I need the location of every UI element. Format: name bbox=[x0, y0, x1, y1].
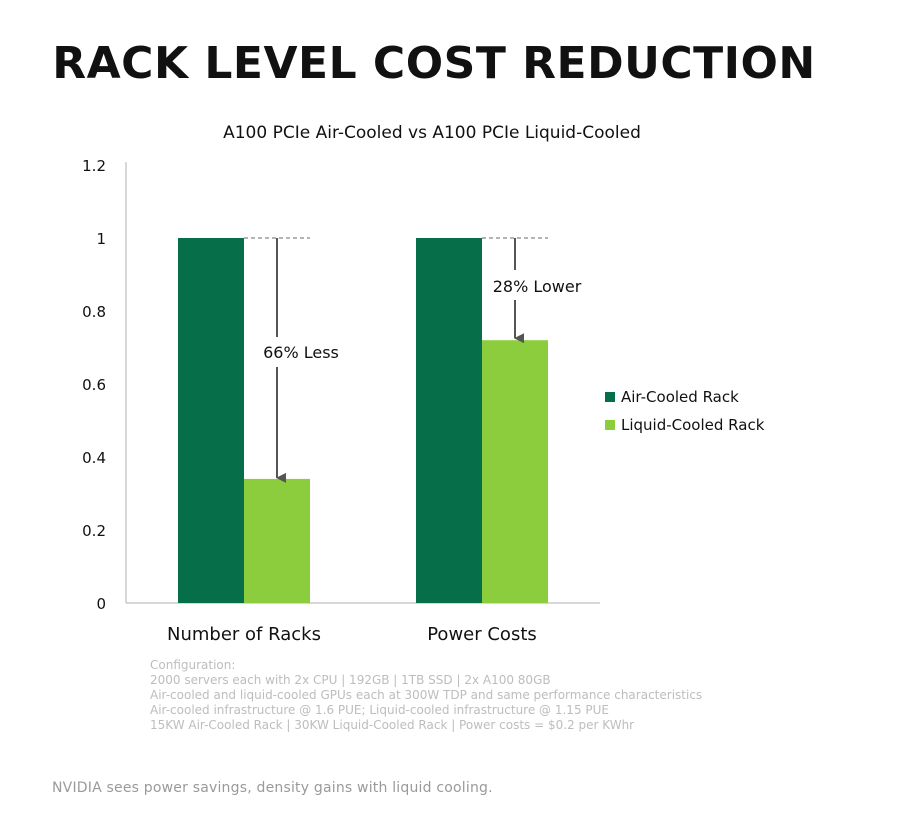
bar-air-cooled bbox=[416, 238, 482, 603]
bar-air-cooled bbox=[178, 238, 244, 603]
page-headline: RACK LEVEL COST REDUCTION bbox=[52, 38, 816, 89]
legend-label: Air-Cooled Rack bbox=[621, 388, 739, 406]
bar-chart: A100 PCIe Air-Cooled vs A100 PCIe Liquid… bbox=[82, 123, 765, 645]
figure-caption: NVIDIA sees power savings, density gains… bbox=[52, 780, 493, 796]
chart-title: A100 PCIe Air-Cooled vs A100 PCIe Liquid… bbox=[223, 123, 641, 143]
annotation-label: 28% Lower bbox=[493, 277, 582, 296]
configuration-heading: Configuration: bbox=[150, 658, 236, 672]
legend-swatch-air-cooled bbox=[605, 392, 615, 402]
y-tick-label: 0 bbox=[96, 595, 106, 613]
y-tick-label: 1.2 bbox=[82, 157, 106, 175]
y-tick-label: 0.2 bbox=[82, 522, 106, 540]
configuration-line: Air-cooled infrastructure @ 1.6 PUE; Liq… bbox=[150, 703, 609, 717]
y-tick-label: 1 bbox=[96, 230, 106, 248]
configuration-notes: Configuration: 2000 servers each with 2x… bbox=[150, 658, 770, 733]
y-tick-label: 0.4 bbox=[82, 449, 106, 467]
x-category-label: Power Costs bbox=[427, 624, 537, 645]
y-tick-label: 0.8 bbox=[82, 303, 106, 321]
x-category-label: Number of Racks bbox=[167, 624, 321, 645]
y-tick-label: 0.6 bbox=[82, 376, 106, 394]
bar-liquid-cooled bbox=[482, 340, 548, 603]
legend-label: Liquid-Cooled Rack bbox=[621, 416, 765, 434]
bar-liquid-cooled bbox=[244, 478, 310, 603]
configuration-line: 15KW Air-Cooled Rack | 30KW Liquid-Coole… bbox=[150, 718, 635, 732]
configuration-line: 2000 servers each with 2x CPU | 192GB | … bbox=[150, 673, 551, 687]
legend-swatch-liquid-cooled bbox=[605, 420, 615, 430]
configuration-line: Air-cooled and liquid-cooled GPUs each a… bbox=[150, 688, 703, 702]
annotation-label: 66% Less bbox=[263, 343, 339, 362]
